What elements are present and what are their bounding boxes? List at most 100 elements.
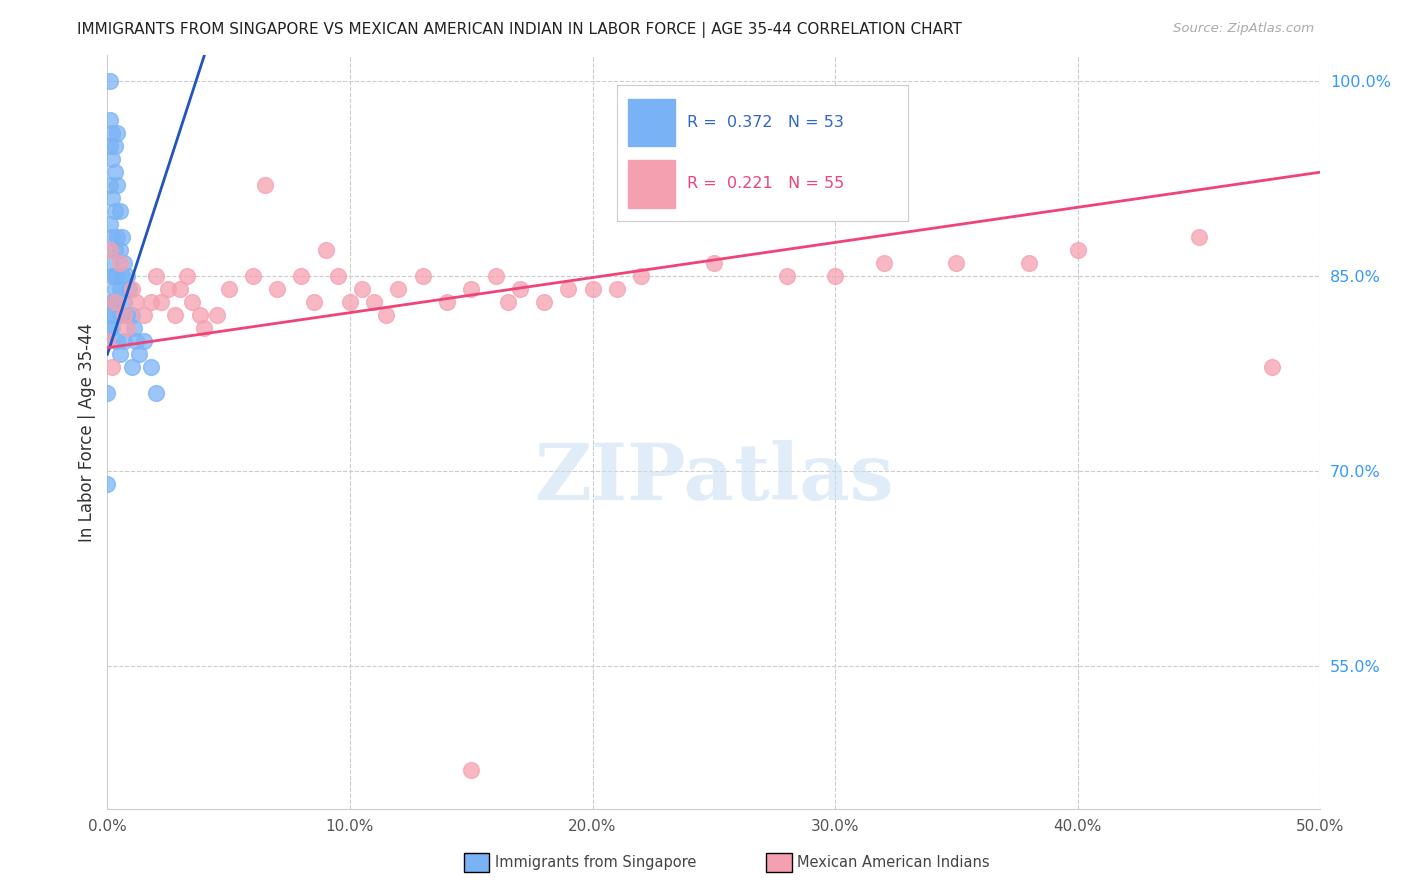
Point: [387, 282, 409, 296]
Point: [96, 334, 118, 349]
Text: IMMIGRANTS FROM SINGAPORE VS MEXICAN AMERICAN INDIAN IN LABOR FORCE | AGE 35-44 : IMMIGRANTS FROM SINGAPORE VS MEXICAN AME…: [77, 22, 962, 38]
Point: [118, 282, 141, 296]
Point: [96, 477, 118, 491]
Point: [111, 230, 134, 244]
Point: [775, 269, 797, 284]
Point: [145, 269, 167, 284]
Point: [363, 295, 385, 310]
Point: [105, 269, 128, 284]
Point: [121, 282, 143, 296]
Point: [98, 217, 121, 231]
Point: [101, 269, 124, 284]
Point: [121, 360, 143, 375]
Point: [533, 295, 555, 310]
Point: [115, 308, 138, 322]
Point: [945, 256, 967, 270]
Point: [509, 282, 531, 296]
Point: [108, 204, 131, 219]
Point: [108, 347, 131, 361]
Point: [176, 269, 198, 284]
Point: [139, 360, 162, 375]
Point: [101, 126, 124, 140]
Point: [104, 204, 127, 219]
Point: [339, 295, 361, 310]
Point: [101, 321, 124, 335]
Point: [104, 244, 127, 258]
Point: [1018, 256, 1040, 270]
Point: [105, 178, 128, 193]
Point: [112, 295, 135, 310]
Point: [1261, 360, 1284, 375]
Point: [169, 282, 191, 296]
Point: [375, 308, 398, 322]
Point: [315, 244, 337, 258]
Point: [188, 308, 211, 322]
Point: [98, 256, 121, 270]
Point: [121, 308, 143, 322]
Point: [111, 269, 134, 284]
Point: [557, 282, 579, 296]
Point: [101, 295, 124, 310]
Point: [98, 178, 121, 193]
Point: [98, 74, 121, 88]
Point: [824, 269, 846, 284]
Point: [125, 334, 148, 349]
Point: [496, 295, 519, 310]
Point: [108, 282, 131, 296]
Point: [352, 282, 374, 296]
Point: [149, 295, 172, 310]
Point: [606, 282, 628, 296]
Point: [128, 347, 150, 361]
Point: [104, 165, 127, 179]
Point: [205, 308, 228, 322]
Point: [326, 269, 349, 284]
Point: [460, 282, 482, 296]
Point: [104, 282, 127, 296]
Point: [436, 295, 458, 310]
Point: [132, 334, 155, 349]
Point: [96, 308, 118, 322]
Point: [111, 308, 134, 322]
Point: [1188, 230, 1211, 244]
Point: [108, 256, 131, 270]
Point: [96, 386, 118, 401]
Point: [290, 269, 312, 284]
Point: [98, 321, 121, 335]
Point: [112, 308, 135, 322]
Y-axis label: In Labor Force | Age 35-44: In Labor Force | Age 35-44: [79, 323, 96, 541]
Point: [101, 191, 124, 205]
Point: [104, 295, 127, 310]
Point: [581, 282, 603, 296]
Point: [101, 152, 124, 166]
Point: [125, 295, 148, 310]
Point: [266, 282, 288, 296]
Point: [630, 269, 652, 284]
Point: [112, 256, 135, 270]
Point: [122, 321, 145, 335]
Point: [484, 269, 506, 284]
Point: [193, 321, 215, 335]
Point: [872, 256, 894, 270]
Text: Mexican American Indians: Mexican American Indians: [797, 855, 990, 870]
Point: [101, 308, 124, 322]
Point: [165, 308, 187, 322]
Point: [218, 282, 240, 296]
Point: [412, 269, 434, 284]
Text: Immigrants from Singapore: Immigrants from Singapore: [495, 855, 696, 870]
Point: [139, 295, 162, 310]
Point: [115, 321, 138, 335]
Point: [105, 230, 128, 244]
Point: [98, 113, 121, 128]
Point: [302, 295, 325, 310]
Point: [460, 764, 482, 778]
Point: [112, 334, 135, 349]
Point: [242, 269, 264, 284]
Point: [1066, 244, 1088, 258]
Point: [108, 308, 131, 322]
Point: [703, 256, 725, 270]
Point: [96, 334, 118, 349]
Point: [254, 178, 277, 193]
Point: [101, 360, 124, 375]
Point: [132, 308, 155, 322]
Point: [98, 139, 121, 153]
